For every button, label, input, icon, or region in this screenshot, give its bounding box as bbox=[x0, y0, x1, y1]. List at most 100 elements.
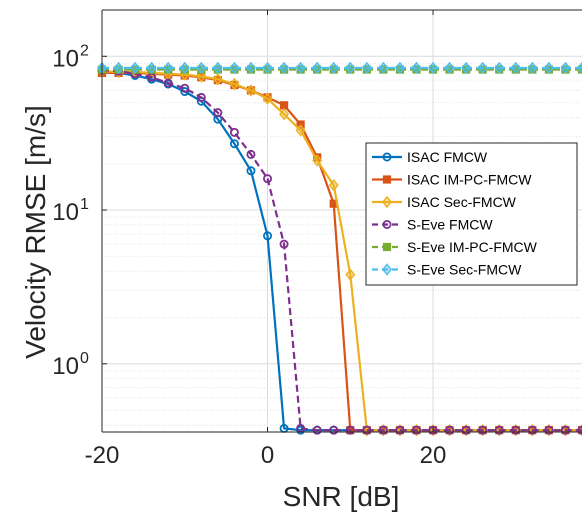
data-point bbox=[262, 61, 273, 75]
data-point bbox=[229, 139, 239, 149]
legend-box bbox=[365, 142, 578, 286]
data-point bbox=[544, 425, 554, 435]
data-point bbox=[478, 425, 488, 435]
data-point bbox=[212, 61, 223, 75]
data-point bbox=[560, 425, 570, 435]
legend-swatch-marker bbox=[382, 263, 392, 276]
x-axis-label: SNR [dB] bbox=[283, 481, 400, 512]
data-point bbox=[312, 61, 323, 75]
legend-swatch-marker bbox=[382, 242, 392, 252]
data-point bbox=[543, 61, 554, 75]
data-point bbox=[477, 61, 488, 75]
data-point bbox=[212, 72, 223, 86]
series-layer bbox=[97, 61, 582, 437]
x-tick-label: 0 bbox=[261, 442, 274, 469]
y-tick-label: 10 1 bbox=[52, 196, 89, 226]
y-tick-exponent: 2 bbox=[80, 42, 89, 59]
data-point bbox=[229, 61, 240, 75]
legend-swatch-marker bbox=[382, 195, 392, 209]
data-point bbox=[394, 61, 405, 75]
y-tick-label: 10 0 bbox=[52, 350, 89, 380]
legend-label: ISAC FMCW bbox=[407, 149, 488, 165]
data-point bbox=[295, 124, 306, 137]
data-point bbox=[345, 425, 355, 435]
data-point bbox=[560, 61, 571, 75]
series-3 bbox=[97, 65, 582, 435]
data-point bbox=[361, 61, 372, 75]
data-point bbox=[428, 425, 438, 435]
data-point bbox=[196, 70, 207, 83]
data-point bbox=[263, 231, 273, 241]
y-tick-exponent: 0 bbox=[80, 350, 89, 367]
legend-swatch-marker bbox=[382, 175, 392, 184]
data-point bbox=[146, 61, 157, 75]
data-point bbox=[461, 61, 472, 75]
x-tick-labels: -20 0 20 bbox=[85, 442, 447, 469]
data-point bbox=[213, 108, 223, 118]
y-tick-base: 10 bbox=[52, 353, 79, 380]
data-point bbox=[345, 61, 356, 75]
legend-entry: S-Eve Sec-FMCW bbox=[372, 262, 522, 278]
legend-swatch-marker bbox=[382, 152, 392, 162]
data-point bbox=[461, 425, 471, 435]
data-point bbox=[246, 166, 256, 176]
series-5 bbox=[97, 61, 582, 75]
axes bbox=[101, 9, 582, 433]
data-point bbox=[494, 425, 504, 435]
data-point bbox=[510, 61, 521, 75]
data-point bbox=[445, 425, 455, 435]
data-point bbox=[312, 154, 323, 167]
legend-entry: ISAC FMCW bbox=[372, 149, 488, 165]
data-point bbox=[328, 61, 339, 75]
x-tick-label: 20 bbox=[420, 442, 447, 469]
data-point bbox=[428, 61, 438, 75]
x-tick-label: -20 bbox=[85, 442, 120, 469]
data-point bbox=[279, 61, 290, 75]
data-point bbox=[395, 425, 405, 435]
data-point bbox=[179, 61, 190, 75]
data-point bbox=[246, 61, 256, 75]
y-tick-label: 10 2 bbox=[52, 42, 89, 72]
data-point bbox=[196, 92, 206, 102]
legend-entry: ISAC Sec-FMCW bbox=[372, 194, 517, 210]
data-point bbox=[229, 77, 240, 91]
legend-swatch-marker bbox=[382, 219, 392, 229]
data-point bbox=[130, 61, 141, 75]
data-point bbox=[411, 61, 422, 75]
data-point bbox=[411, 425, 421, 435]
legend-label: ISAC IM-PC-FMCW bbox=[407, 172, 532, 188]
data-point bbox=[246, 84, 256, 97]
data-point bbox=[527, 425, 537, 435]
data-point bbox=[295, 61, 306, 75]
y-tick-exponent: 1 bbox=[80, 196, 89, 213]
data-point bbox=[444, 61, 455, 75]
data-point bbox=[163, 78, 173, 88]
data-point bbox=[279, 101, 289, 110]
data-point bbox=[378, 425, 388, 435]
data-point bbox=[328, 179, 339, 192]
data-point bbox=[113, 61, 124, 75]
data-point bbox=[246, 149, 256, 159]
data-point bbox=[279, 108, 290, 121]
data-point bbox=[180, 83, 190, 93]
legend-label: ISAC Sec-FMCW bbox=[407, 194, 517, 210]
data-point bbox=[180, 87, 190, 97]
data-point bbox=[196, 61, 207, 75]
data-point bbox=[312, 425, 322, 435]
y-tick-base: 10 bbox=[52, 199, 79, 226]
data-point bbox=[262, 92, 273, 105]
y-axis-label: Velocity RMSE [m/s] bbox=[20, 105, 51, 359]
data-point bbox=[362, 425, 372, 435]
legend-entry: S-Eve FMCW bbox=[372, 217, 493, 233]
data-point bbox=[163, 61, 174, 75]
data-point bbox=[527, 61, 538, 75]
legend-label: S-Eve FMCW bbox=[407, 217, 493, 233]
data-point bbox=[577, 61, 582, 75]
legend-entry: ISAC IM-PC-FMCW bbox=[372, 172, 532, 188]
legend-entry: S-Eve IM-PC-FMCW bbox=[372, 239, 538, 255]
legend: ISAC FMCW ISAC IM-PC-FMCW ISAC Sec-FMCW S-E… bbox=[365, 142, 578, 286]
data-point bbox=[263, 174, 273, 184]
data-point bbox=[279, 239, 289, 249]
